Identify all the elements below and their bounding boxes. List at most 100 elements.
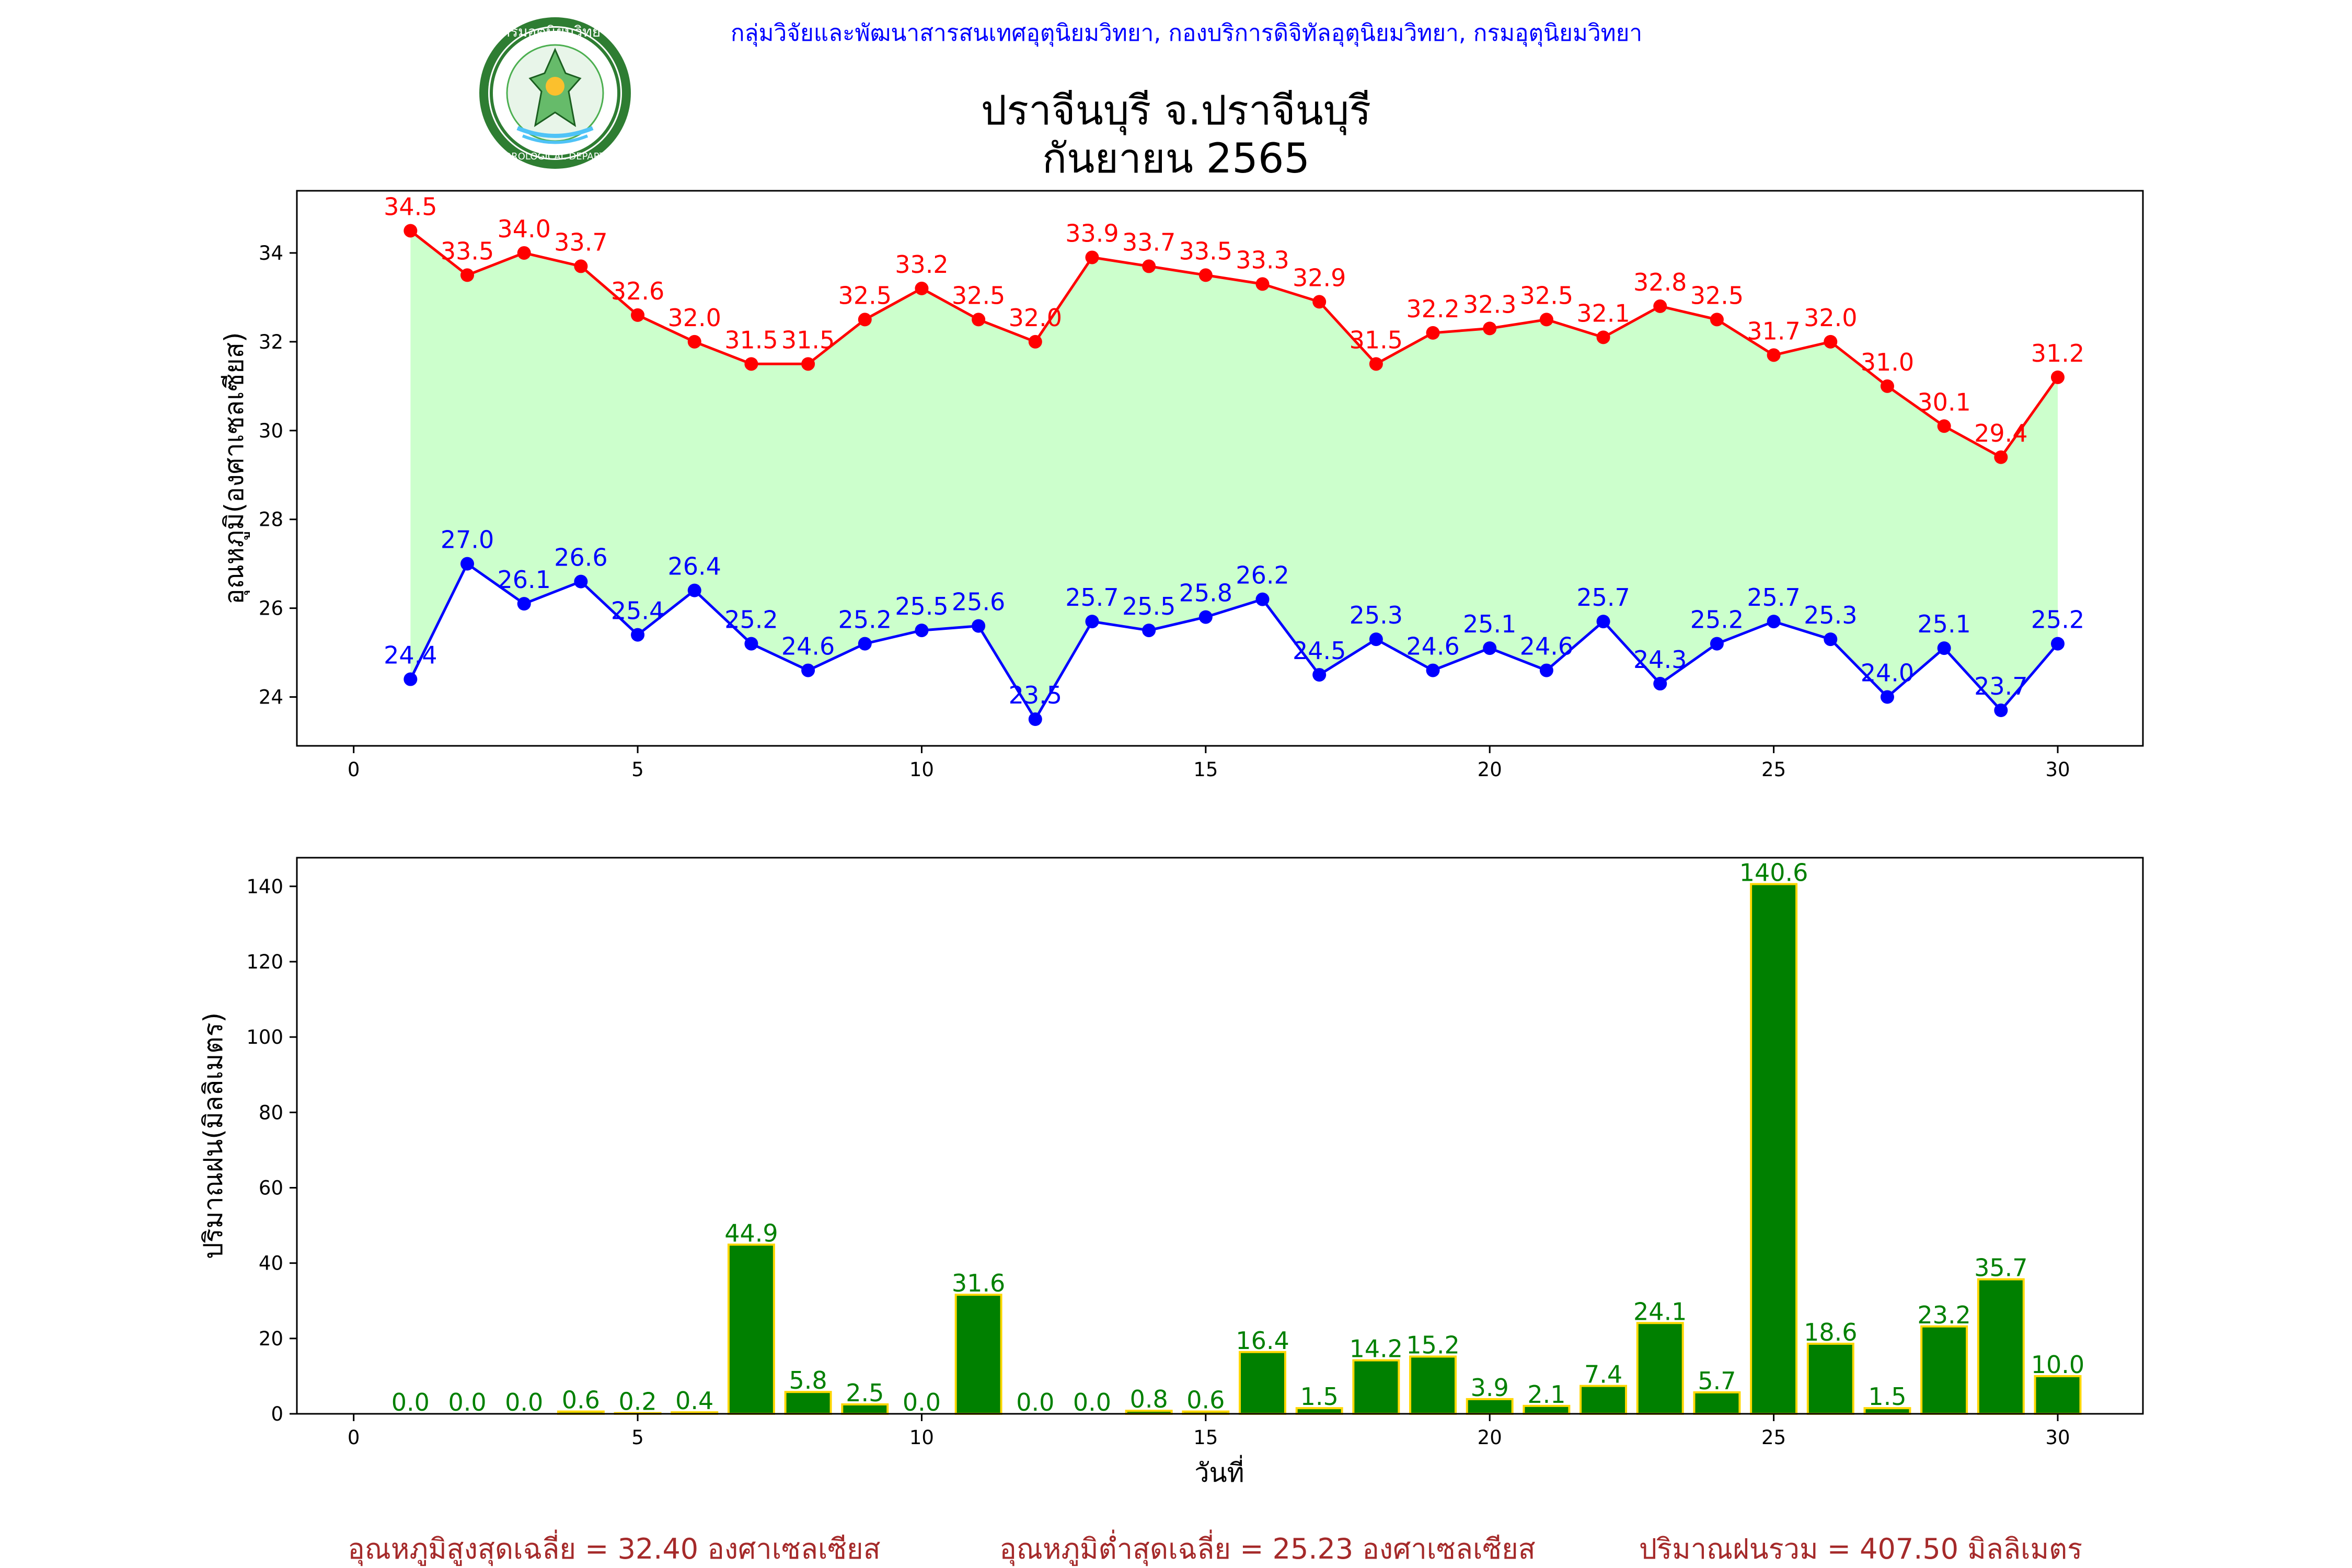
min-temperature-point bbox=[1255, 592, 1270, 606]
rainfall-bar bbox=[954, 1294, 1002, 1415]
rainfall-value-label: 35.7 bbox=[1974, 1254, 2027, 1282]
max-temperature-value-label: 31.5 bbox=[724, 326, 778, 354]
max-temperature-point bbox=[1596, 330, 1610, 344]
min-temperature-point bbox=[1028, 712, 1042, 727]
max-temperature-point bbox=[801, 357, 815, 371]
temperature-plot-area: 34.5 24.4 33.5 27.0 34.0 26.1 33.7 26.6 32.6 25.4… bbox=[259, 192, 2084, 781]
rainfall-value-label: 31.6 bbox=[952, 1269, 1005, 1297]
rainfall-value-label: 0.0 bbox=[1073, 1388, 1111, 1416]
min-temperature-value-label: 26.2 bbox=[1236, 561, 1289, 590]
min-temperature-point bbox=[1710, 637, 1724, 651]
max-temperature-point bbox=[1198, 268, 1213, 282]
rainfall-bar bbox=[1806, 1342, 1854, 1415]
max-temperature-value-label: 32.0 bbox=[1009, 304, 1062, 332]
max-temperature-value-label: 34.0 bbox=[497, 215, 550, 243]
min-temperature-point bbox=[1994, 704, 2008, 718]
max-temperature-value-label: 33.2 bbox=[895, 250, 948, 279]
max-temperature-point bbox=[1994, 450, 2008, 464]
min-temperature-value-label: 24.0 bbox=[1861, 659, 1914, 687]
max-temperature-point bbox=[744, 357, 758, 371]
rainfall-value-label: 15.2 bbox=[1406, 1331, 1459, 1359]
temperature-x-tick-label: 30 bbox=[2045, 758, 2070, 781]
footer-avg-min: อุณหภูมิต่ำสุดเฉลี่ย = 25.23 องศาเซลเซีย… bbox=[999, 1529, 1535, 1566]
rainfall-bar bbox=[1920, 1325, 1968, 1415]
min-temperature-value-label: 23.5 bbox=[1009, 681, 1062, 709]
min-temperature-point bbox=[1824, 632, 1838, 647]
max-temperature-point bbox=[915, 281, 929, 295]
min-temperature-value-label: 25.2 bbox=[838, 606, 892, 634]
min-temperature-value-label: 26.4 bbox=[668, 552, 721, 581]
min-temperature-value-label: 24.6 bbox=[781, 632, 835, 661]
max-temperature-value-label: 34.5 bbox=[384, 192, 437, 221]
min-temperature-value-label: 25.4 bbox=[611, 597, 664, 625]
rainfall-value-label: 0.0 bbox=[903, 1388, 941, 1416]
max-temperature-point bbox=[574, 259, 588, 273]
max-temperature-value-label: 33.9 bbox=[1065, 219, 1119, 247]
max-temperature-point bbox=[1142, 259, 1156, 273]
min-temperature-point bbox=[1539, 663, 1553, 677]
max-temperature-value-label: 31.0 bbox=[1861, 348, 1914, 376]
min-temperature-value-label: 25.1 bbox=[1463, 610, 1516, 638]
logo-top-text: กรมอุตุนิยมวิทยา bbox=[501, 23, 609, 41]
rainfall-x-axis-label: วันที่ bbox=[1194, 1455, 1244, 1488]
temperature-y-tick-label: 24 bbox=[259, 686, 283, 709]
min-temperature-value-label: 25.6 bbox=[952, 588, 1005, 616]
max-temperature-point bbox=[631, 308, 645, 322]
min-temperature-point bbox=[915, 624, 929, 638]
temperature-y-tick-label: 30 bbox=[259, 420, 283, 442]
min-temperature-point bbox=[1483, 641, 1497, 655]
max-temperature-value-label: 32.6 bbox=[611, 277, 664, 305]
max-temperature-point bbox=[1369, 357, 1383, 371]
max-temperature-point bbox=[1767, 348, 1781, 362]
rainfall-value-label: 2.1 bbox=[1527, 1380, 1565, 1409]
rainfall-value-label: 16.4 bbox=[1236, 1327, 1289, 1355]
rainfall-value-label: 2.5 bbox=[846, 1379, 884, 1407]
rainfall-bar bbox=[1352, 1359, 1400, 1415]
min-temperature-point bbox=[1142, 624, 1156, 638]
min-temperature-line bbox=[409, 561, 2059, 722]
max-temperature-value-label: 33.7 bbox=[1122, 228, 1175, 256]
max-temperature-value-label: 33.7 bbox=[554, 228, 607, 256]
max-temperature-point bbox=[1880, 379, 1894, 393]
rainfall-bar bbox=[1409, 1355, 1457, 1415]
min-temperature-point bbox=[1085, 615, 1099, 629]
min-temperature-point bbox=[744, 637, 758, 651]
min-temperature-value-label: 25.7 bbox=[1747, 583, 1800, 612]
max-temperature-value-label: 31.5 bbox=[781, 326, 835, 354]
rainfall-plot-area: 0.0 0.0 0.0 0.6 0.2 0.4 44.9 5.8 2.5 0.0 31.6 0.0 0.… bbox=[246, 858, 2084, 1449]
footer-avg-max: อุณหภูมิสูงสุดเฉลี่ย = 32.40 องศาเซลเซีย… bbox=[348, 1529, 880, 1566]
rainfall-value-label: 5.8 bbox=[789, 1366, 827, 1394]
max-temperature-value-label: 32.0 bbox=[668, 304, 721, 332]
rainfall-x-tick-label: 10 bbox=[909, 1426, 934, 1449]
max-temperature-value-label: 32.5 bbox=[838, 281, 892, 309]
temperature-x-tick-label: 0 bbox=[348, 758, 360, 781]
max-temperature-value-label: 31.5 bbox=[1350, 326, 1403, 354]
max-temperature-value-label: 32.5 bbox=[1520, 281, 1573, 309]
meteorological-department-logo: กรมอุตุนิยมวิทยา METEOROLOGICAL DEPARTME… bbox=[478, 17, 632, 169]
temperature-y-tick-label: 34 bbox=[259, 242, 283, 264]
rainfall-value-label: 0.0 bbox=[448, 1388, 486, 1416]
min-temperature-value-label: 25.3 bbox=[1804, 601, 1857, 629]
min-temperature-value-label: 25.7 bbox=[1576, 583, 1630, 612]
min-temperature-point bbox=[1653, 677, 1667, 691]
rainfall-y-tick-label: 20 bbox=[259, 1328, 283, 1350]
min-temperature-point bbox=[1198, 610, 1213, 624]
rainfall-x-tick-label: 30 bbox=[2045, 1426, 2070, 1449]
min-temperature-value-label: 25.3 bbox=[1350, 601, 1403, 629]
rainfall-panel: 0.0 0.0 0.0 0.6 0.2 0.4 44.9 5.8 2.5 0.0 31.6 0.0 0.… bbox=[198, 857, 2144, 1488]
header-text: กลุ่มวิจัยและพัฒนาสารสนเทศอุตุนิยมวิทยา,… bbox=[731, 20, 1642, 47]
max-temperature-point bbox=[858, 313, 872, 327]
min-temperature-value-label: 25.2 bbox=[2031, 606, 2084, 634]
max-temperature-point bbox=[460, 268, 475, 282]
rainfall-x-tick-label: 20 bbox=[1478, 1426, 1502, 1449]
chart-title-line2: กันยายน 2565 bbox=[1042, 135, 1310, 182]
max-temperature-value-label: 32.1 bbox=[1576, 299, 1630, 327]
rainfall-value-label: 0.8 bbox=[1130, 1385, 1168, 1413]
temperature-x-tick-label: 10 bbox=[909, 758, 934, 781]
rainfall-value-label: 0.6 bbox=[562, 1386, 600, 1414]
rainfall-x-tick-label: 0 bbox=[348, 1426, 360, 1449]
rainfall-value-label: 0.0 bbox=[505, 1388, 543, 1416]
min-temperature-value-label: 24.4 bbox=[384, 641, 437, 670]
rainfall-value-label: 44.9 bbox=[724, 1219, 778, 1247]
min-temperature-point bbox=[517, 597, 531, 611]
